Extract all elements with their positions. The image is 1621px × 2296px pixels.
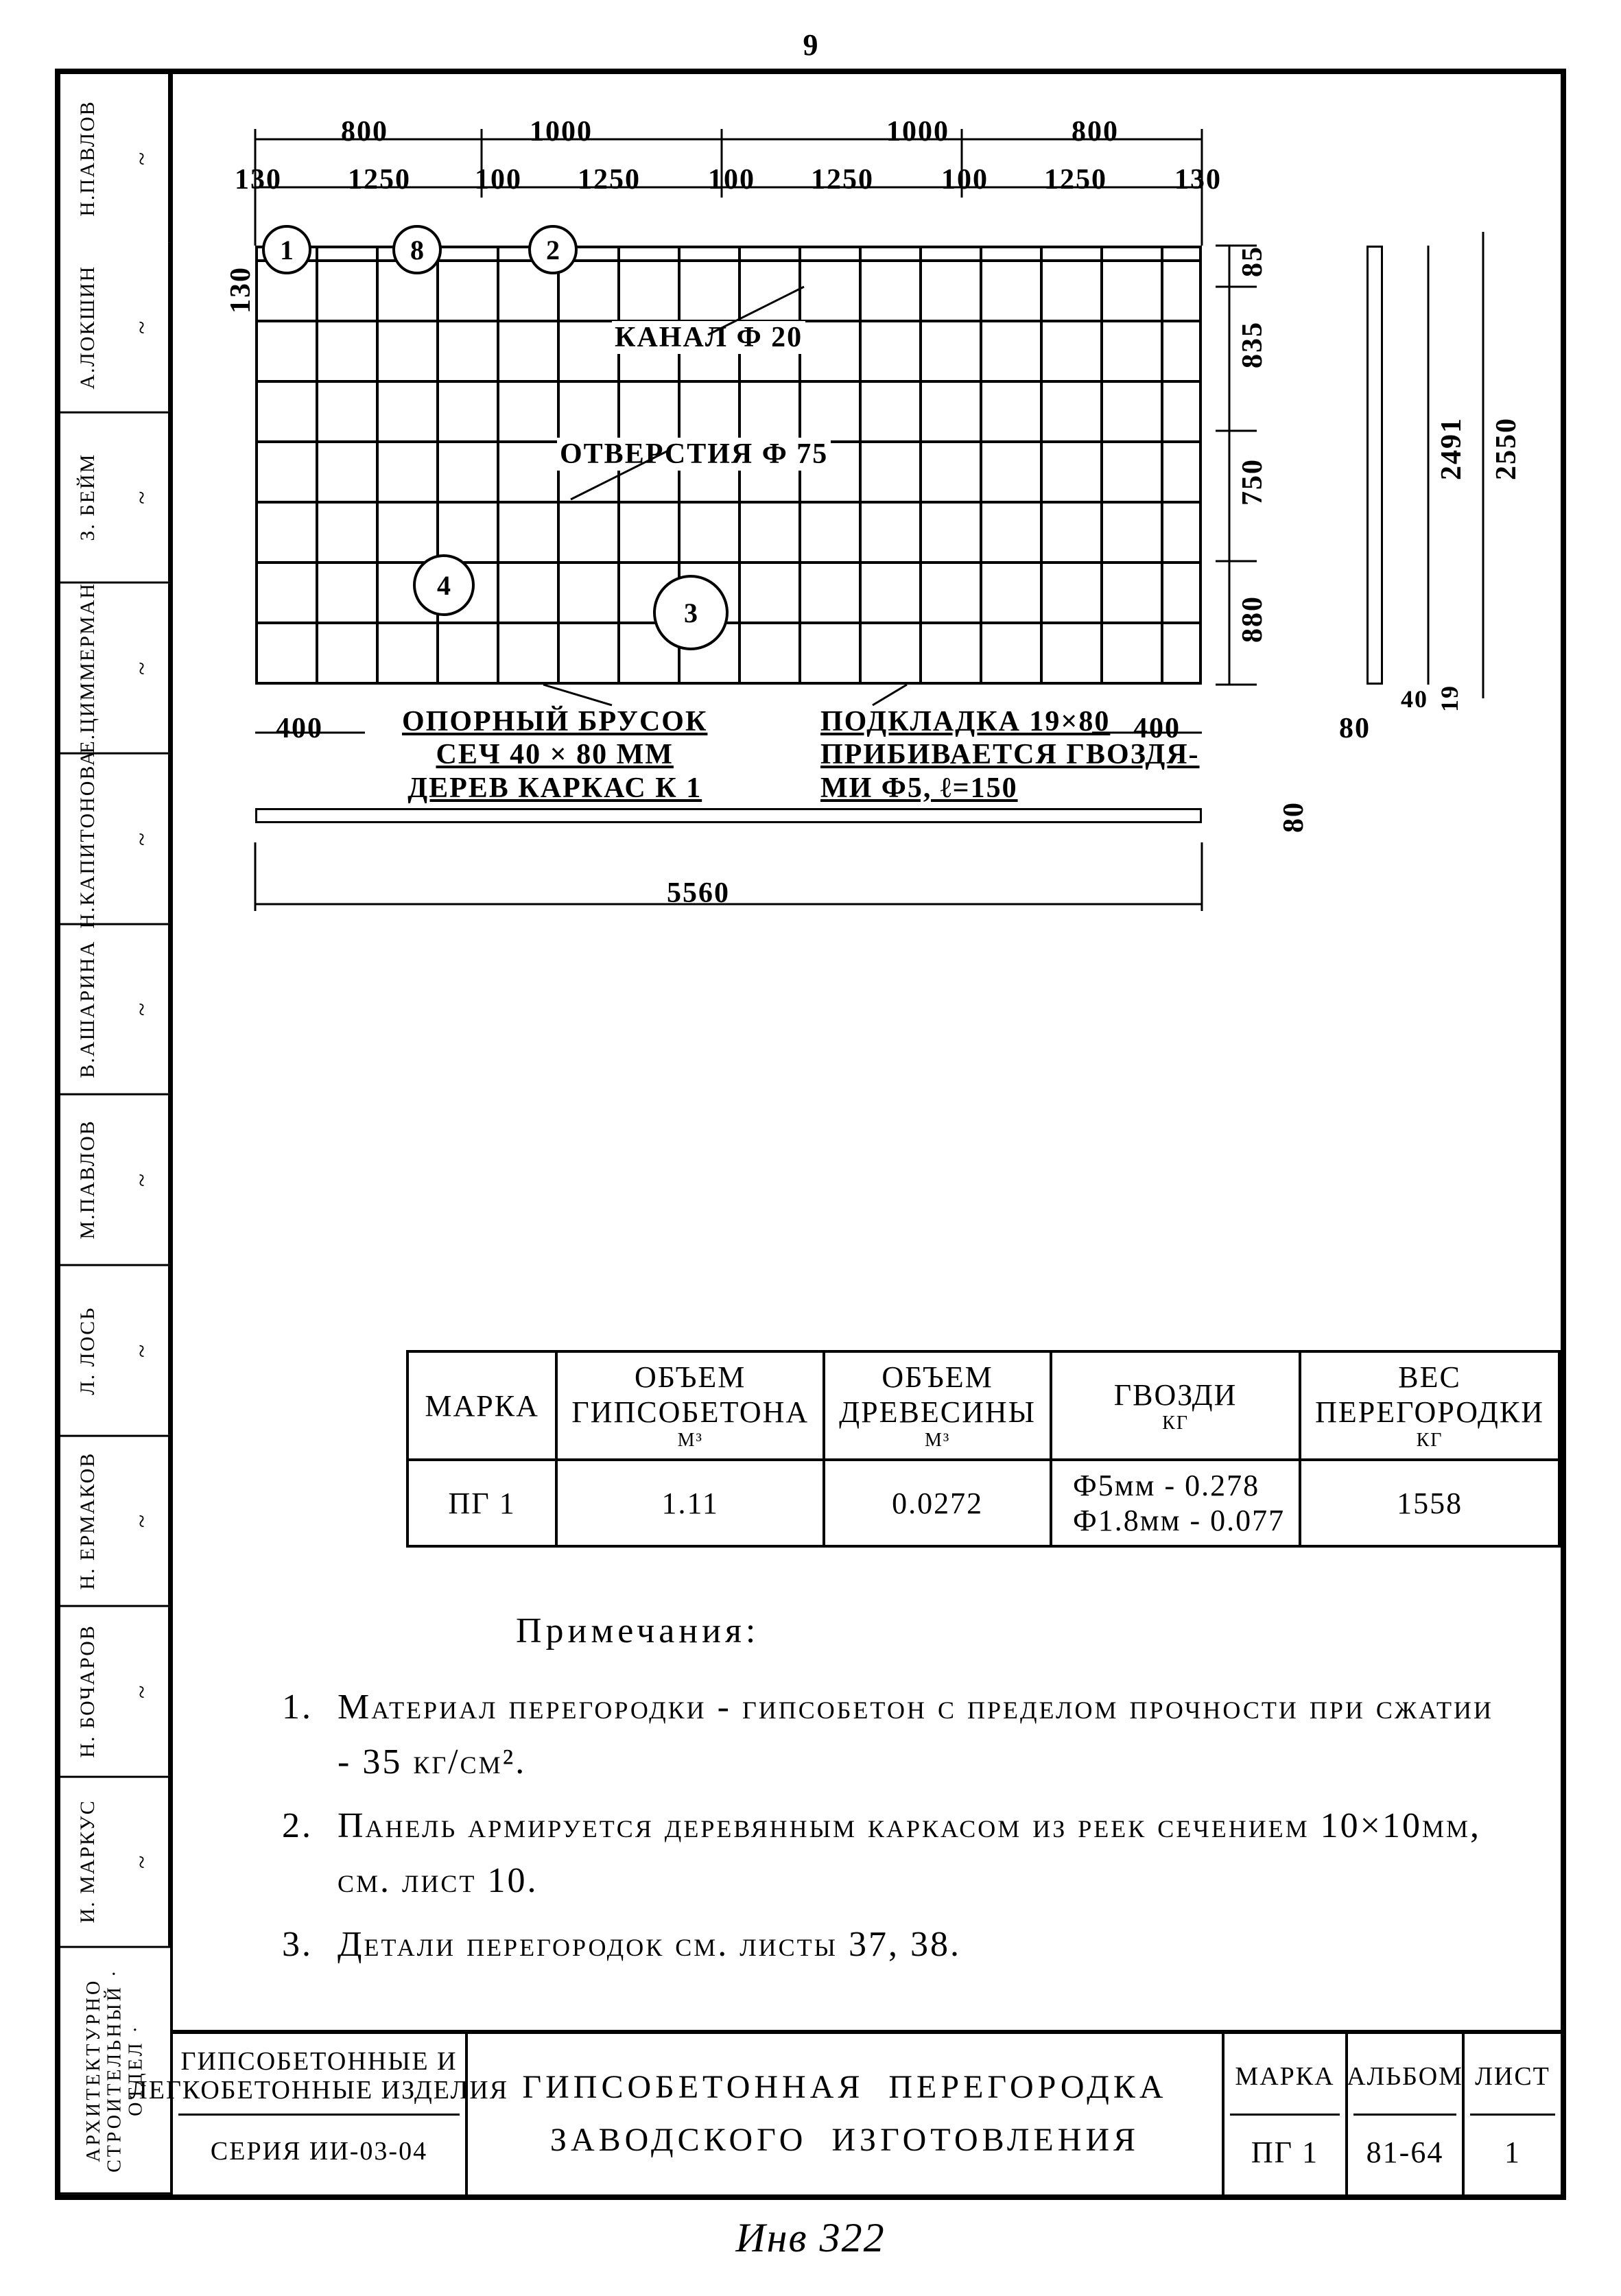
dim: 800 — [341, 115, 388, 148]
dim: 400 — [1133, 712, 1181, 745]
sig-cell: ~И. МАРКУС — [60, 1777, 170, 1948]
detail-tag: 3 — [653, 575, 729, 650]
sig-cell: ~З. БЕЙМ — [60, 413, 170, 584]
sig-cell: ~В.АШАРИНА — [60, 925, 170, 1096]
table-row: ПГ 1 1.11 0.0272 Ф5мм - 0.278 Ф1.8мм - 0… — [407, 1460, 1559, 1546]
sig-cell: ~Н. ЕРМАКОВ — [60, 1436, 170, 1607]
tb-left: ГИПСОБЕТОННЫЕ И ЛЕГКОБЕТОННЫЕ ИЗДЕЛИЯ се… — [173, 2034, 468, 2194]
note-item: Детали перегородок см. листы 37, 38. — [324, 1917, 1506, 1973]
dim: 100 — [475, 163, 522, 196]
sig-name: И. МАРКУС — [60, 1777, 115, 1946]
panel-section-view — [1366, 246, 1383, 685]
sig-cell: ~М.ПАВЛОВ — [60, 1096, 170, 1266]
dim-overall: 5560 — [667, 877, 730, 910]
sig-cell: ~Н.ПАВЛОВ — [60, 74, 170, 243]
drawing-sheet: 9 АРХИТЕКТУРНО СТРОИТЕЛЬНЫЙ · ОТДЕЛ · ~И… — [14, 14, 1607, 2282]
sig-name: Н.ПАВЛОВ — [60, 74, 115, 243]
td-nails: Ф5мм - 0.278 Ф1.8мм - 0.077 — [1051, 1460, 1300, 1546]
sig-name: Е.ЦИММЕРМАН — [60, 584, 115, 753]
detail-tag: 8 — [392, 225, 442, 274]
dim: 80 — [1277, 801, 1310, 833]
dim: 2491 — [1435, 417, 1468, 480]
page-number: 9 — [803, 27, 818, 62]
sig-cell: ~Н. БОЧАРОВ — [60, 1607, 170, 1778]
dim: 1000 — [530, 115, 593, 148]
tb-album: АЛЬБОМ 81-64 — [1348, 2034, 1465, 2194]
dim: 130 — [224, 266, 257, 313]
sig-cell: ~Л. ЛОСЬ — [60, 1266, 170, 1437]
sig-name: М.ПАВЛОВ — [60, 1096, 115, 1264]
note-item: Материал перегородки - гипсобетон с пред… — [324, 1680, 1506, 1790]
dim: 130 — [1174, 163, 1222, 196]
sig-cell: ~Е.ЦИММЕРМАН — [60, 584, 170, 755]
th-gips: ОБЪЕМ ГИПСОБЕТОНАМ³ — [556, 1351, 824, 1460]
dim: 1250 — [811, 163, 874, 196]
sig-cell: ~Н.КАПИТОНОВА — [60, 755, 170, 925]
callout-brusok: ОПОРНЫЙ БРУСОК сеч 40 × 80 мм ДЕРЕВ КАРК… — [399, 705, 710, 805]
dim: 1250 — [578, 163, 641, 196]
th-nails: ГВОЗДИКГ — [1051, 1351, 1300, 1460]
dim: 19 — [1435, 685, 1464, 712]
callout-otverstia: ОТВЕРСТИЯ Ф 75 — [557, 438, 831, 471]
tb-product: ГИПСОБЕТОННЫЕ И ЛЕГКОБЕТОННЫЕ ИЗДЕЛИЯ — [178, 2039, 460, 2116]
callout-kanal: КАНАЛ Ф 20 — [612, 321, 805, 354]
dim: 100 — [941, 163, 989, 196]
notes-title: Примечания: — [516, 1604, 1506, 1659]
tb-list: ЛИСТ 1 — [1465, 2034, 1561, 2194]
tb-marka: МАРКА ПГ 1 — [1224, 2034, 1348, 2194]
table-header-row: МАРКА ОБЪЕМ ГИПСОБЕТОНАМ³ ОБЪЕМ ДРЕВЕСИН… — [407, 1351, 1559, 1460]
td-gips: 1.11 — [556, 1460, 824, 1546]
td-wood: 0.0272 — [824, 1460, 1051, 1546]
tb-series: серия ИИ-03-04 — [178, 2116, 460, 2190]
outer-frame: АРХИТЕКТУРНО СТРОИТЕЛЬНЫЙ · ОТДЕЛ · ~И. … — [55, 69, 1566, 2200]
sig-name: Н. БОЧАРОВ — [60, 1607, 115, 1776]
sig-name: З. БЕЙМ — [60, 413, 115, 582]
dim: 85 — [1236, 246, 1269, 277]
sig-name: А.ЛОКШИН — [60, 243, 115, 412]
sig-name: Л. ЛОСЬ — [60, 1266, 115, 1435]
tb-list-val: 1 — [1504, 2116, 1521, 2190]
tb-main-title: ГИПСОБЕТОННАЯ ПЕРЕГОРОДКА ЗАВОДСКОГО ИЗГ… — [468, 2034, 1224, 2194]
dim: 1000 — [886, 115, 949, 148]
specification-table: МАРКА ОБЪЕМ ГИПСОБЕТОНАМ³ ОБЪЕМ ДРЕВЕСИН… — [406, 1350, 1561, 1548]
detail-tag: 4 — [413, 554, 475, 616]
dim: 400 — [276, 712, 323, 745]
dim: 800 — [1072, 115, 1119, 148]
tb-marka-hd: МАРКА — [1230, 2039, 1340, 2116]
dim: 80 — [1339, 712, 1371, 745]
dim: 1250 — [1044, 163, 1107, 196]
dim: 2550 — [1490, 417, 1523, 480]
title-block: ГИПСОБЕТОННЫЕ И ЛЕГКОБЕТОННЫЕ ИЗДЕЛИЯ се… — [173, 2030, 1561, 2194]
dim: 880 — [1236, 595, 1269, 643]
tb-album-hd: АЛЬБОМ — [1353, 2039, 1456, 2116]
td-marka: ПГ 1 — [407, 1460, 556, 1546]
dim: 100 — [708, 163, 755, 196]
dim: 750 — [1236, 458, 1269, 506]
sig-name: В.АШАРИНА — [60, 925, 115, 1093]
notes-block: Примечания: Материал перегородки - гипсо… — [324, 1604, 1506, 1981]
panel-plan-view — [255, 808, 1202, 823]
footer-inventory-code: Инв 322 — [735, 2214, 885, 2262]
td-weight: 1558 — [1300, 1460, 1559, 1546]
signature-strip: АРХИТЕКТУРНО СТРОИТЕЛЬНЫЙ · ОТДЕЛ · ~И. … — [60, 74, 170, 2194]
th-marka: МАРКА — [407, 1351, 556, 1460]
dim: 40 — [1401, 685, 1428, 713]
th-weight: ВЕС ПЕРЕГОРОДКИКГ — [1300, 1351, 1559, 1460]
sig-cell: ~А.ЛОКШИН — [60, 243, 170, 414]
dim: 1250 — [348, 163, 411, 196]
sig-name: Н.КАПИТОНОВА — [60, 755, 115, 923]
th-wood: ОБЪЕМ ДРЕВЕСИНЫМ³ — [824, 1351, 1051, 1460]
technical-drawing: 1 8 2 4 3 КАНАЛ Ф 20 ОТВЕРСТИЯ Ф 75 ОПОР… — [187, 88, 1547, 1048]
sig-name: Н. ЕРМАКОВ — [60, 1436, 115, 1605]
tb-marka-val: ПГ 1 — [1251, 2116, 1318, 2190]
detail-tag: 2 — [528, 225, 578, 274]
tb-album-val: 81-64 — [1366, 2116, 1444, 2190]
note-item: Панель армируется деревянным каркасом из… — [324, 1799, 1506, 1909]
dim: 835 — [1236, 321, 1269, 368]
detail-tag: 1 — [262, 225, 311, 274]
inner-frame: 1 8 2 4 3 КАНАЛ Ф 20 ОТВЕРСТИЯ Ф 75 ОПОР… — [170, 74, 1561, 2194]
dim: 130 — [235, 163, 282, 196]
tb-list-hd: ЛИСТ — [1470, 2039, 1555, 2116]
